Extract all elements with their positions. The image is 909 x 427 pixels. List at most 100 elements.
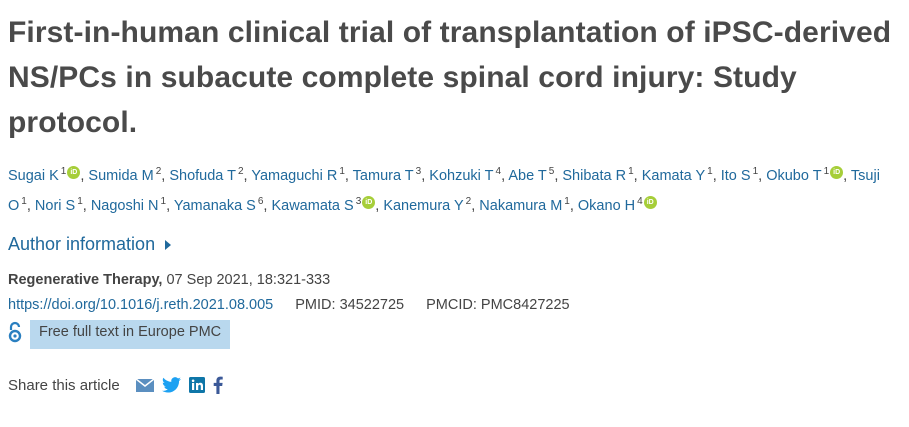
linkedin-icon[interactable] xyxy=(188,377,205,393)
author-information-label: Author information xyxy=(8,234,156,254)
affiliation-number: 1 xyxy=(823,166,830,177)
open-access-icon xyxy=(8,321,22,348)
author-name[interactable]: Shofuda T xyxy=(169,168,236,184)
author-name[interactable]: Nori S xyxy=(34,198,76,214)
affiliation-number: 2 xyxy=(465,196,472,207)
orcid-icon[interactable]: iD xyxy=(643,196,657,209)
affiliation-number: 4 xyxy=(495,166,502,177)
identifiers: https://doi.org/10.1016/j.reth.2021.08.0… xyxy=(8,297,901,313)
affiliation-number: 1 xyxy=(564,196,570,207)
separator: , xyxy=(243,168,252,184)
separator: , xyxy=(758,168,767,184)
separator: , xyxy=(712,168,721,184)
affiliation-number: 3 xyxy=(415,166,422,177)
affiliation-number: 1 xyxy=(160,196,167,207)
author: Okubo T 1 iD xyxy=(766,166,844,184)
affiliation-number: 3 xyxy=(355,196,362,207)
author-name[interactable]: Kamata Y xyxy=(641,168,706,184)
author-name[interactable]: Yamanaka S xyxy=(173,198,256,214)
share-bar: Share this article xyxy=(8,376,901,394)
free-full-text-link[interactable]: Free full text in Europe PMC xyxy=(30,320,231,349)
author: Kawamata S 3 iD xyxy=(271,196,376,214)
citation-details: 07 Sep 2021, 18:321-333 xyxy=(162,272,331,288)
author-name[interactable]: Kanemura Y xyxy=(383,198,464,214)
author-name[interactable]: Nagoshi N xyxy=(90,198,159,214)
separator: , xyxy=(471,198,480,214)
affiliation-number: 1 xyxy=(21,196,27,207)
author-list: Sugai K 1 iD, Sumida M 2, Shofuda T 2, Yamag… xyxy=(8,159,901,219)
separator: , xyxy=(82,198,91,214)
separator: , xyxy=(344,168,353,184)
author-name[interactable]: Kohzuki T xyxy=(429,168,494,184)
separator: , xyxy=(501,168,509,184)
affiliation-number: 1 xyxy=(60,166,67,177)
separator: , xyxy=(554,168,563,184)
share-label: Share this article xyxy=(8,376,120,394)
separator: , xyxy=(843,168,851,184)
article-header: First-in-human clinical trial of transpl… xyxy=(8,16,901,394)
author-name[interactable]: Abe T xyxy=(508,168,547,184)
author: Okano H 4 iD xyxy=(577,196,657,214)
twitter-icon[interactable] xyxy=(161,377,181,393)
separator: , xyxy=(166,198,174,214)
separator: , xyxy=(80,168,89,184)
separator: , xyxy=(26,198,35,214)
author-name[interactable]: Okano H xyxy=(577,198,636,214)
article-title: First-in-human clinical trial of transpl… xyxy=(8,16,892,139)
journal-name: Regenerative Therapy, xyxy=(8,272,163,288)
author-name[interactable]: Kawamata S xyxy=(271,198,354,214)
author-name[interactable]: Nakamura M xyxy=(479,198,563,214)
pmcid: PMCID: PMC8427225 xyxy=(426,297,570,313)
orcid-icon[interactable]: iD xyxy=(362,196,376,209)
author-information-toggle[interactable]: Author information xyxy=(8,234,901,255)
citation: Regenerative Therapy, 07 Sep 2021, 18:32… xyxy=(8,272,901,288)
author-name[interactable]: Tsuji O xyxy=(8,168,880,214)
author-name[interactable]: Okubo T xyxy=(766,168,822,184)
affiliation-number: 6 xyxy=(257,196,264,207)
separator: , xyxy=(161,168,170,184)
affiliation-number: 1 xyxy=(752,166,759,177)
author-name[interactable]: Tamura T xyxy=(352,168,414,184)
separator: , xyxy=(421,168,430,184)
free-full-text[interactable]: Free full text in Europe PMC xyxy=(8,320,901,349)
author-name[interactable]: Shibata R xyxy=(562,168,627,184)
affiliation-number: 2 xyxy=(155,166,162,177)
orcid-icon[interactable]: iD xyxy=(67,166,81,179)
affiliation-number: 1 xyxy=(77,196,83,207)
author-name[interactable]: Ito S xyxy=(720,168,751,184)
author-name[interactable]: Yamaguchi R xyxy=(251,168,338,184)
affiliation-number: 4 xyxy=(637,196,643,207)
separator: , xyxy=(633,168,642,184)
affiliation-number: 1 xyxy=(628,166,634,177)
affiliation-number: 1 xyxy=(339,166,345,177)
doi-link[interactable]: https://doi.org/10.1016/j.reth.2021.08.0… xyxy=(8,297,274,313)
separator: , xyxy=(263,198,272,214)
author: Sugai K 1 iD xyxy=(8,166,81,184)
author-name[interactable]: Sugai K xyxy=(8,168,59,184)
affiliation-number: 1 xyxy=(707,166,713,177)
separator: , xyxy=(375,198,384,214)
author-name[interactable]: Sumida M xyxy=(88,168,154,184)
email-icon[interactable] xyxy=(135,378,154,392)
pmid: PMID: 34522725 xyxy=(295,297,405,313)
affiliation-number: 5 xyxy=(548,166,555,177)
separator: , xyxy=(569,198,578,214)
facebook-icon[interactable] xyxy=(213,376,223,394)
caret-right-icon xyxy=(165,239,172,250)
orcid-icon[interactable]: iD xyxy=(830,166,844,179)
